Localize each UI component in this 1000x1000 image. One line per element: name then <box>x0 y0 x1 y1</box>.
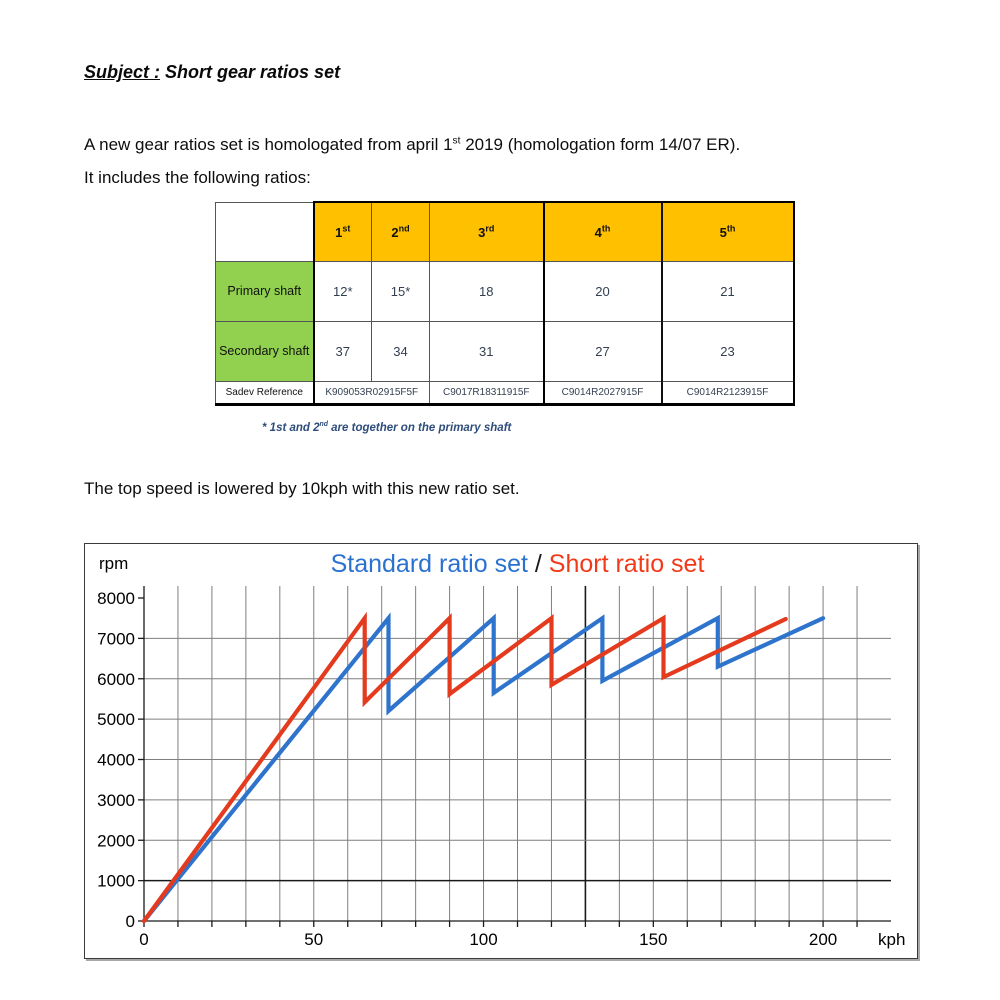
row-label-sadev-reference: Sadev Reference <box>215 381 314 406</box>
table-corner-cell <box>215 201 314 262</box>
svg-text:6000: 6000 <box>97 670 135 689</box>
svg-text:1000: 1000 <box>97 872 135 891</box>
svg-text:8000: 8000 <box>97 589 135 608</box>
table-cell: 23 <box>660 321 795 382</box>
header-gear-1: 1st <box>312 201 372 262</box>
sadev-ref-cell: C9017R18311915F <box>429 381 544 406</box>
svg-text:4000: 4000 <box>97 751 135 770</box>
svg-text:3000: 3000 <box>97 791 135 810</box>
top-speed-paragraph: The top speed is lowered by 10kph with t… <box>84 479 520 498</box>
table-cell: 20 <box>542 261 662 322</box>
row-label-secondary-shaft: Secondary shaft <box>215 321 314 382</box>
chart-canvas: 8000 7000 6000 5000 4000 3000 2000 1000 00 50 100 1… <box>97 554 905 949</box>
svg-text:0: 0 <box>126 912 135 931</box>
sadev-ref-cell: C9014R2027915F <box>542 381 662 406</box>
svg-text:2000: 2000 <box>97 831 135 850</box>
secondary-shaft-row: Secondary shaft 37 34 31 27 23 <box>215 321 795 382</box>
svg-text:5000: 5000 <box>97 710 135 729</box>
svg-text:100: 100 <box>469 930 497 949</box>
table-cell: 15* <box>371 261 430 322</box>
table-cell: 21 <box>660 261 795 322</box>
header-gear-5: 5th <box>660 201 795 262</box>
table-header-row: 1st 2nd 3rd 4th 5th <box>215 201 795 262</box>
sadev-ref-cell: K909053R02915F5F <box>312 381 430 406</box>
svg-text:50: 50 <box>304 930 323 949</box>
svg-text:7000: 7000 <box>97 629 135 648</box>
subject-heading: Subject : Short gear ratios set <box>84 62 340 83</box>
table-cell: 34 <box>371 321 430 382</box>
sadev-ref-cell: C9014R2123915F <box>660 381 795 406</box>
chart-title-standard: Standard ratio set <box>330 550 528 578</box>
row-label-primary-shaft: Primary shaft <box>215 261 314 322</box>
gear-ratios-table: 1st 2nd 3rd 4th 5th Primary shaft 12* 15… <box>215 201 795 406</box>
rpm-speed-chart: 8000 7000 6000 5000 4000 3000 2000 1000 0 0 50 100 1… <box>84 543 918 959</box>
table-cell: 31 <box>429 321 544 382</box>
table-cell: 37 <box>312 321 372 382</box>
svg-text:200: 200 <box>809 930 837 949</box>
table-footnote: * 1st and 2nd are together on the primar… <box>262 421 512 434</box>
intro-paragraph: A new gear ratios set is homologated fro… <box>84 128 740 194</box>
table-cell: 18 <box>429 261 544 322</box>
chart-title-short: Short ratio set <box>548 550 705 578</box>
table-cell: 12* <box>312 261 372 322</box>
svg-text:rpm: rpm <box>99 554 128 573</box>
primary-shaft-row: Primary shaft 12* 15* 18 20 21 <box>215 261 795 322</box>
intro-line-2: It includes the following ratios: <box>84 168 311 187</box>
header-gear-3: 3rd <box>429 201 544 262</box>
svg-text:kph: kph <box>878 930 905 949</box>
gear-ratios-table-wrap: 1st 2nd 3rd 4th 5th Primary shaft 12* 15… <box>215 201 795 406</box>
table-cell: 27 <box>542 321 662 382</box>
subject-text: Short gear ratios set <box>160 62 341 82</box>
svg-text:150: 150 <box>639 930 667 949</box>
chart-title: Standard ratio set / Short ratio set <box>144 550 891 579</box>
sadev-reference-row: Sadev Reference K909053R02915F5F C9017R1… <box>215 381 795 406</box>
chart-title-slash: / <box>527 550 549 578</box>
svg-text:0: 0 <box>139 930 148 949</box>
header-gear-2: 2nd <box>371 201 430 262</box>
subject-label: Subject : <box>84 62 161 82</box>
header-gear-4: 4th <box>542 201 662 262</box>
intro-line-1: A new gear ratios set is homologated fro… <box>84 135 741 154</box>
